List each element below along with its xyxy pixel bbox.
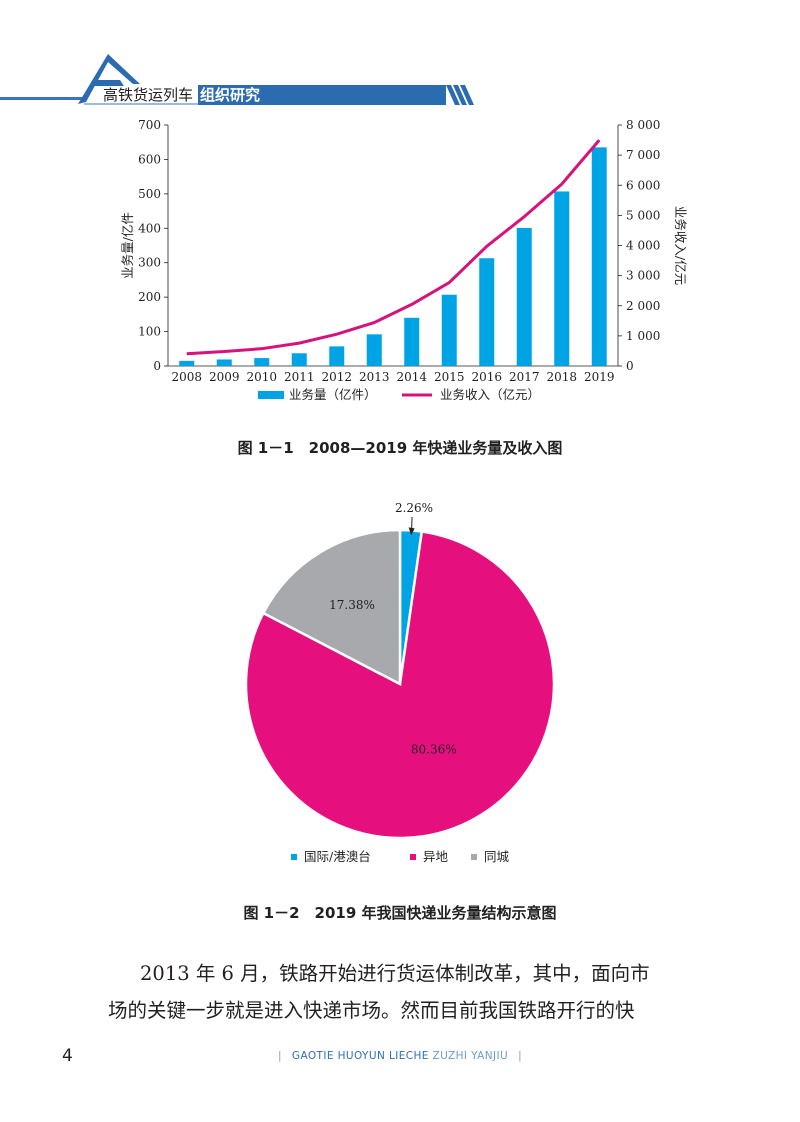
bar-volume-2014 (404, 317, 420, 366)
figure-2-caption: 图 1－2 2019 年我国快递业务量结构示意图 (243, 904, 557, 922)
bar-volume-2017 (516, 227, 532, 366)
pie-legend-label-1: 异地 (423, 849, 449, 864)
left-tick-label: 200 (138, 290, 161, 304)
bar-volume-2009 (216, 359, 232, 366)
bar-volume-2008 (179, 360, 195, 366)
left-tick-label: 0 (153, 359, 161, 373)
left-axis-label: 业务量/亿件 (120, 212, 135, 279)
x-tick-label: 2018 (546, 370, 577, 384)
pie-legend-swatch-0 (291, 854, 297, 860)
left-tick-label: 100 (138, 325, 161, 339)
x-tick-label: 2016 (471, 370, 502, 384)
right-tick-label: 5 000 (626, 208, 660, 222)
header-title: 高铁货运列车 (103, 86, 194, 104)
x-tick-label: 2013 (359, 370, 390, 384)
legend-label-volume: 业务量（亿件） (289, 387, 377, 402)
x-tick-label: 2015 (434, 370, 465, 384)
header-decoration (0, 54, 474, 105)
x-tick-label: 2008 (171, 370, 202, 384)
header-slash-3 (460, 85, 474, 105)
pie-label-0-arrow (408, 527, 415, 536)
header-roof-icon (78, 54, 140, 104)
pie-slice-2 (261, 528, 402, 687)
body-paragraph-line-1: 2013 年 6 月，铁路开始进行货运体制改革，其中，面向市 (140, 962, 650, 985)
right-tick-label: 3 000 (626, 269, 660, 283)
pie-label-1: 80.36% (411, 743, 457, 757)
x-tick-label: 2012 (321, 370, 352, 384)
bar-volume-2015 (441, 294, 457, 366)
left-tick-label: 500 (138, 187, 161, 201)
x-tick-label: 2019 (584, 370, 615, 384)
left-tick-label: 600 (138, 152, 161, 166)
running-footer: | GAOTIE HUOYUN LIECHE ZUZHI YANJIU | (277, 1050, 523, 1062)
bar-volume-2018 (554, 191, 570, 366)
legend-label-revenue: 业务收入（亿元） (440, 387, 540, 402)
bar-volume-2012 (329, 346, 345, 366)
x-tick-label: 2010 (246, 370, 277, 384)
pie-legend-swatch-2 (471, 854, 477, 860)
running-footer-b: ZUZHI YANJIU (432, 1050, 509, 1062)
pie-legend-swatch-1 (410, 854, 416, 860)
right-tick-label: 8 000 (626, 118, 660, 132)
running-footer-a: GAOTIE HUOYUN LIECHE (291, 1050, 429, 1062)
left-tick-label: 700 (138, 118, 161, 132)
right-tick-label: 4 000 (626, 239, 660, 253)
bar-volume-2011 (291, 353, 307, 366)
line-revenue (186, 139, 601, 356)
x-tick-label: 2014 (396, 370, 427, 384)
body-paragraph-line-2: 场的关键一步就是进入快递市场。然而目前我国铁路开行的快 (108, 999, 635, 1022)
right-tick-label: 7 000 (626, 148, 660, 162)
right-axis-label: 业务收入/亿元 (673, 206, 688, 285)
pie-legend-label-2: 同城 (484, 849, 510, 864)
right-tick-label: 6 000 (626, 178, 660, 192)
right-tick-label: 2 000 (626, 299, 660, 313)
figure-1-caption: 图 1－1 2008—2019 年快递业务量及收入图 (237, 439, 563, 457)
right-tick-label: 0 (626, 359, 634, 373)
header-title-band: 组织研究 (200, 86, 261, 104)
pie-label-0: 2.26% (395, 501, 433, 515)
header-slash-2 (453, 85, 467, 105)
header-band (198, 85, 446, 105)
chart-express-volume-revenue: 0 100 200 300 400 500 600 700 0 1 000 2 000 3 000 4 … (120, 118, 688, 402)
bar-volume-2010 (254, 358, 270, 366)
bar-volume-2019 (591, 147, 607, 366)
chart-express-structure-pie: 2.26% 80.36% 17.38% 国际/港澳台 异地 同城 (244, 501, 556, 864)
left-tick-label: 400 (138, 221, 161, 235)
bar-volume-2013 (366, 334, 382, 366)
page-number: 4 (62, 1046, 73, 1066)
right-tick-label: 1 000 (626, 329, 660, 343)
bar-volume-2016 (479, 258, 495, 366)
legend-swatch-volume (258, 391, 284, 399)
header-slash-1 (446, 85, 460, 105)
header-rule (0, 97, 84, 100)
pie-legend-label-0: 国际/港澳台 (304, 849, 371, 864)
x-tick-label: 2017 (509, 370, 540, 384)
x-tick-label: 2009 (209, 370, 240, 384)
x-tick-label: 2011 (284, 370, 315, 384)
left-tick-label: 300 (138, 256, 161, 270)
pie-label-2: 17.38% (329, 598, 375, 612)
